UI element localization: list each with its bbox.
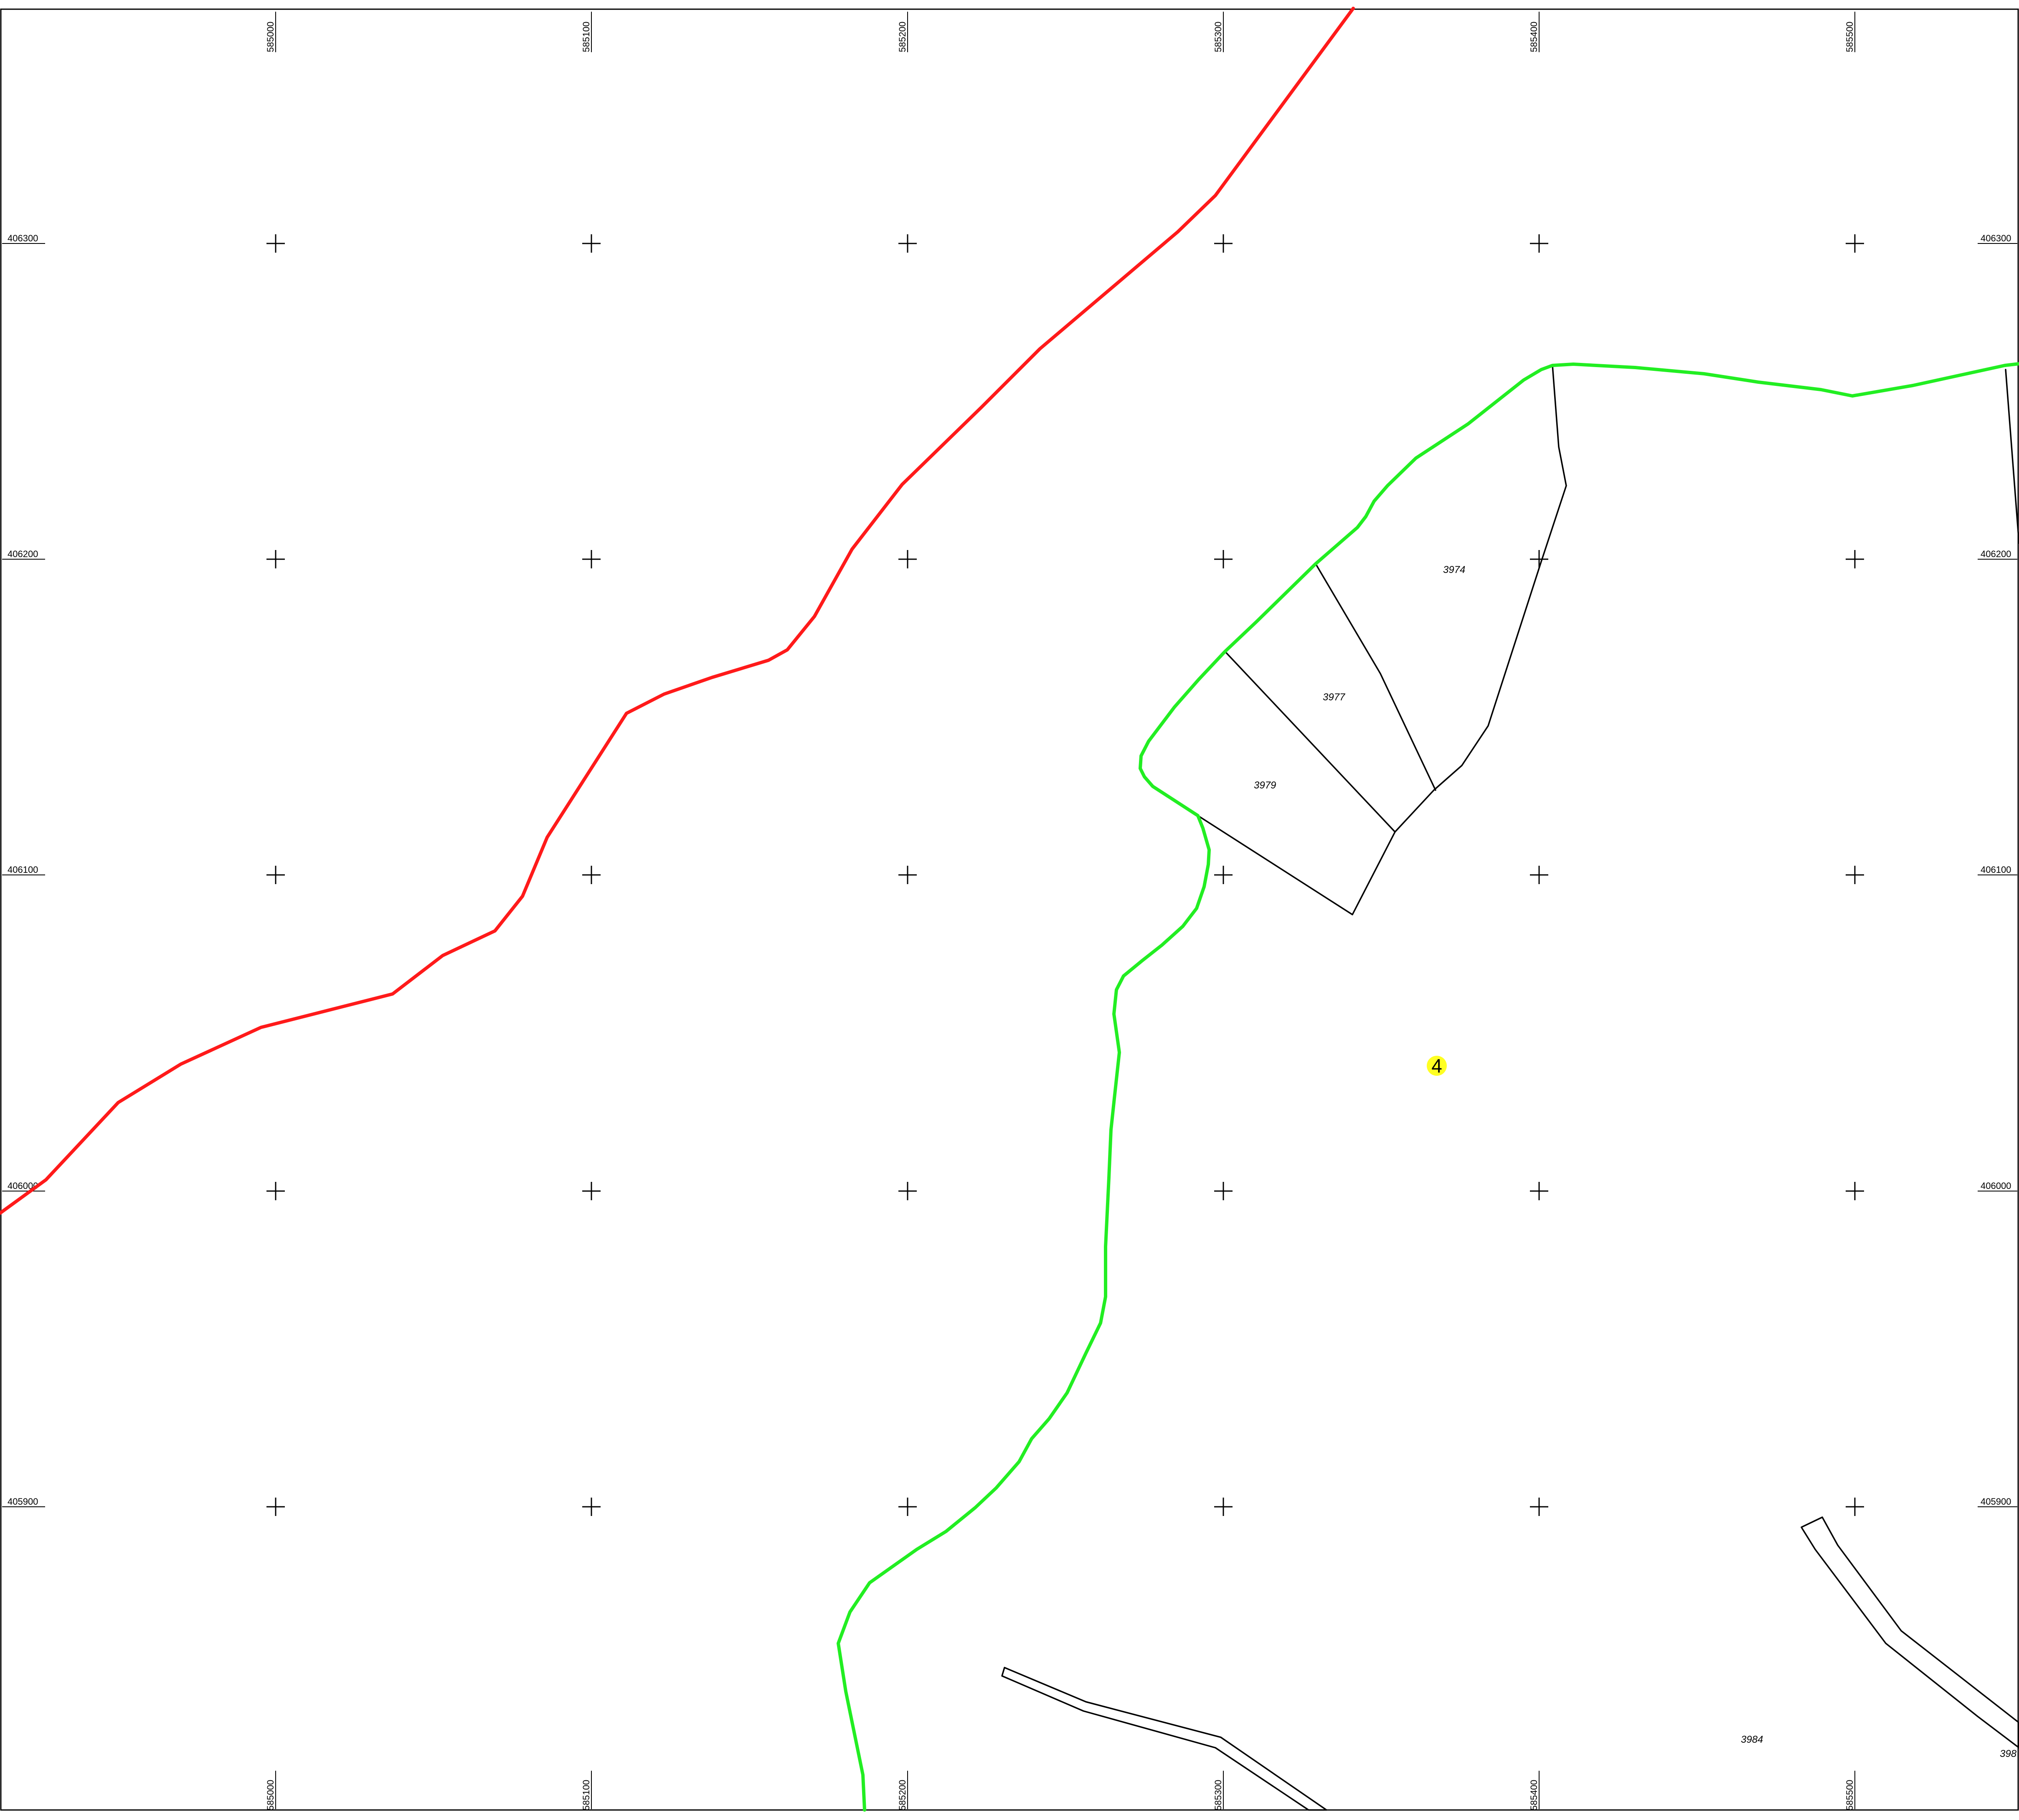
grid-cross (266, 866, 285, 884)
bottom-easting-labels: 585000 585100 585200 585300 585400 58550… (265, 1780, 1855, 1810)
map-frame (0, 8, 2019, 1811)
grid-cross (266, 1182, 285, 1200)
northing-label-left: 406300 (8, 233, 38, 243)
grid-cross (1214, 234, 1233, 253)
grid-cross (1846, 234, 1864, 253)
easting-label-top: 585100 (581, 22, 591, 52)
grid-cross (898, 866, 917, 884)
parcel-labels: 3974 3977 3979 3984 398 (1254, 564, 2017, 1759)
grid-cross (1214, 1498, 1233, 1516)
easting-label-top: 585000 (265, 22, 276, 52)
grid-cross (266, 550, 285, 568)
stream-line (837, 362, 2019, 1812)
easting-label-top: 585200 (897, 22, 908, 52)
easting-label-bottom: 585200 (897, 1780, 908, 1810)
grid-cross (1530, 1498, 1548, 1516)
grid-cross (1214, 866, 1233, 884)
point-marker[interactable]: 4 (1427, 1055, 1447, 1077)
parcel-boundaries (1001, 365, 2019, 1811)
parcel-boundary-3977-3979 (1224, 651, 1396, 833)
easting-label-bottom: 585300 (1213, 1780, 1223, 1810)
northing-label-left: 406100 (8, 864, 38, 875)
grid-cross (582, 1182, 601, 1200)
grid-cross (1846, 866, 1864, 884)
parcel-boundary-east-edge (2005, 369, 2019, 544)
northing-label-right: 405900 (1981, 1496, 2011, 1507)
grid-cross (1530, 866, 1548, 884)
grid-cross (898, 234, 917, 253)
northing-label-right: 406000 (1981, 1181, 2011, 1191)
marker-circle (1427, 1056, 1447, 1076)
easting-label-bottom: 585100 (581, 1780, 591, 1810)
parcel-label-3984: 3984 (1741, 1734, 1763, 1745)
grid-cross (582, 1498, 601, 1516)
easting-label-bottom: 585400 (1529, 1780, 1539, 1810)
grid-cross (1530, 550, 1548, 568)
parcel-boundary-3974-east (1394, 365, 1567, 833)
road-line (0, 7, 1355, 1215)
grid-cross (1530, 1182, 1548, 1200)
northing-label-right: 406100 (1981, 864, 2011, 875)
grid-cross (1846, 550, 1864, 568)
parcel-label-3974: 3974 (1443, 564, 1465, 575)
easting-label-bottom: 585000 (265, 1780, 276, 1810)
easting-label-bottom: 585500 (1844, 1780, 1855, 1810)
grid-cross (898, 550, 917, 568)
northing-label-right: 406300 (1981, 233, 2011, 243)
bottom-easting-ticks (275, 1771, 1855, 1809)
parcel-boundary-3979-south (1197, 815, 1396, 915)
grid-cross (582, 550, 601, 568)
northing-label-left: 405900 (8, 1496, 38, 1507)
top-easting-ticks (275, 12, 1855, 52)
parcel-boundary-southeast-strip (1801, 1516, 2019, 1749)
parcel-label-3977: 3977 (1323, 692, 1346, 703)
grid-cross (266, 1498, 285, 1516)
grid-cross (898, 1182, 917, 1200)
right-northing-labels: 406300 406200 406100 406000 405900 (1978, 233, 2017, 1507)
grid-cross (266, 234, 285, 253)
grid-cross (582, 866, 601, 884)
grid-cross (1214, 550, 1233, 568)
left-northing-labels: 406300 406200 406100 406000 405900 (2, 233, 45, 1507)
easting-label-top: 585400 (1529, 22, 1539, 52)
grid-cross (1846, 1498, 1864, 1516)
grid-cross (1214, 1182, 1233, 1200)
parcel-label-3979: 3979 (1254, 780, 1276, 791)
parcel-label-398: 398 (2000, 1748, 2017, 1759)
grid-crosses (266, 234, 1864, 1516)
marker-label: 4 (1431, 1055, 1442, 1077)
northing-label-left: 406200 (8, 549, 38, 559)
parcel-boundary-3974-3977 (1315, 563, 1436, 791)
top-easting-labels: 585000 585100 585200 585300 585400 58550… (265, 22, 1855, 52)
grid-cross (1530, 234, 1548, 253)
easting-label-top: 585500 (1844, 22, 1855, 52)
grid-cross (1846, 1182, 1864, 1200)
northing-label-right: 406200 (1981, 549, 2011, 559)
grid-cross (898, 1498, 917, 1516)
parcel-boundary-southwest-strip (1001, 1667, 1327, 1811)
easting-label-top: 585300 (1213, 22, 1223, 52)
grid-cross (582, 234, 601, 253)
